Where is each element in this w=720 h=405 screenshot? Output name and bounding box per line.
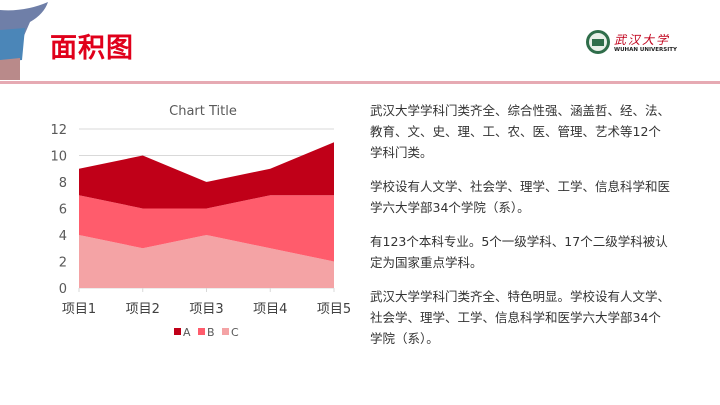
y-tick-label: 0 (59, 282, 67, 297)
paragraph-1: 武汉大学学科门类齐全、综合性强、涵盖哲、经、法、教育、文、史、理、工、农、医、管… (370, 103, 671, 160)
y-tick-label: 8 (59, 176, 67, 191)
y-tick-label: 10 (50, 150, 67, 165)
y-tick-label: 12 (50, 123, 67, 138)
chart-title: Chart Title (169, 104, 237, 119)
slide-title: 面积图 (50, 33, 134, 64)
pavilion-roof-image (0, 2, 48, 80)
legend-swatch-a (174, 328, 181, 335)
y-tick-label: 2 (59, 256, 67, 271)
area-series-b (79, 195, 334, 262)
x-tick-label: 项目2 (126, 302, 160, 317)
logo-text-en: WUHAN UNIVERSITY (614, 47, 678, 53)
x-tick-label: 项目5 (317, 302, 351, 317)
y-tick-label: 4 (59, 229, 67, 244)
x-tick-label: 项目4 (253, 302, 287, 317)
y-tick-label: 6 (59, 203, 67, 218)
header-divider (0, 81, 720, 84)
paragraph-3: 有123个本科专业。5个一级学科、17个二级学科被认定为国家重点学科。 (370, 234, 668, 270)
university-logo (586, 30, 610, 54)
area-series-a (79, 142, 334, 209)
logo-text-cn: 武汉大学 (614, 33, 671, 47)
legend-label-c: C (231, 326, 239, 339)
x-tick-label: 项目3 (189, 302, 223, 317)
legend-swatch-b (198, 328, 205, 335)
paragraph-4: 武汉大学学科门类齐全、特色明显。学校设有人文学、社会学、理学、工学、信息科学和医… (370, 289, 671, 346)
area-chart: Chart Title 0 2 4 6 8 10 12 项目1 项目2 项目3 项目4 项目5 A B… (50, 104, 351, 339)
paragraph-2: 学校设有人文学、社会学、理学、工学、信息科学和医学六大学部34个学院（系）。 (370, 179, 671, 215)
legend-swatch-c (222, 328, 229, 335)
legend-label-b: B (207, 326, 215, 339)
x-tick-label: 项目1 (62, 302, 96, 317)
legend-label-a: A (183, 326, 191, 339)
